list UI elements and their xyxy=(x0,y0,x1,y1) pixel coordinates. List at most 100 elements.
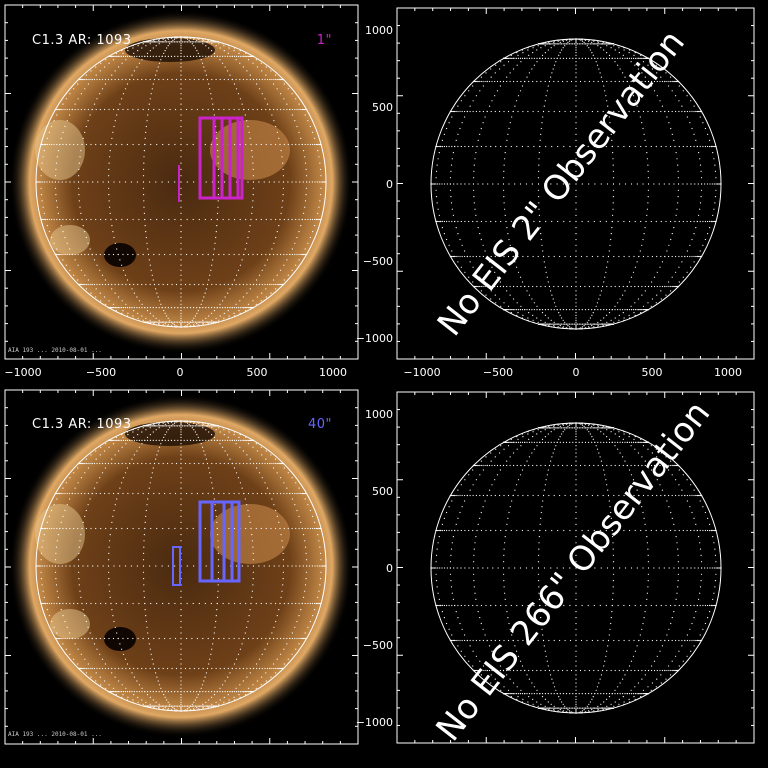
grid-dot xyxy=(464,183,466,185)
grid-dot xyxy=(636,183,638,185)
grid-dot xyxy=(454,110,456,113)
grid-dot xyxy=(227,439,229,441)
grid-dot xyxy=(104,66,106,68)
grid-dot xyxy=(282,181,285,183)
grid-dot xyxy=(105,527,107,530)
grid-dot xyxy=(655,145,657,148)
grid-dot xyxy=(311,181,313,183)
grid-dot xyxy=(116,632,118,634)
grid-dot xyxy=(509,309,511,311)
grid-dot xyxy=(153,637,155,640)
grid-dot xyxy=(528,54,530,57)
grid-dot xyxy=(646,214,648,216)
grid-dot xyxy=(596,323,599,325)
grid-dot xyxy=(166,431,168,433)
grid-dot xyxy=(111,672,113,674)
grid-dot xyxy=(138,602,140,605)
grid-dot xyxy=(223,462,225,465)
grid-dot xyxy=(145,615,147,617)
grid-dot xyxy=(477,139,479,141)
grid-dot xyxy=(528,80,530,83)
grid-dot xyxy=(300,609,302,611)
grid-dot xyxy=(99,462,101,465)
grid-dot xyxy=(584,693,587,695)
grid-dot xyxy=(172,425,174,427)
grid-dot xyxy=(211,667,213,670)
grid-dot xyxy=(668,244,670,246)
grid-dot xyxy=(255,59,257,61)
grid-dot xyxy=(233,55,236,58)
grid-dot xyxy=(57,492,60,495)
grid-dot xyxy=(168,218,170,221)
grid-dot xyxy=(104,283,106,286)
grid-dot xyxy=(494,110,496,113)
grid-dot xyxy=(626,285,628,288)
grid-dot xyxy=(108,187,110,189)
grid-dot xyxy=(115,143,117,146)
grid-dot xyxy=(591,41,593,44)
grid-dot xyxy=(158,307,160,309)
grid-dot xyxy=(96,482,98,484)
grid-dot xyxy=(617,64,619,66)
grid-dot xyxy=(132,602,134,605)
grid-dot xyxy=(158,55,160,58)
grid-dot xyxy=(320,559,322,561)
grid-dot xyxy=(519,309,522,311)
grid-dot xyxy=(266,259,269,261)
grid-dot xyxy=(436,164,438,166)
grid-dot xyxy=(258,181,260,183)
grid-dot xyxy=(81,143,83,146)
grid-dot xyxy=(715,177,717,179)
grid-dot xyxy=(78,187,80,189)
grid-dot xyxy=(90,676,92,678)
grid-dot xyxy=(250,439,252,441)
grid-dot xyxy=(53,218,55,221)
grid-dot xyxy=(114,691,116,693)
grid-dot xyxy=(536,305,538,307)
grid-dot xyxy=(231,55,233,58)
grid-dot xyxy=(252,684,254,686)
grid-dot xyxy=(533,64,536,66)
grid-dot xyxy=(85,78,87,81)
grid-dot xyxy=(561,43,563,45)
grid-dot xyxy=(201,705,204,707)
grid-dot xyxy=(678,110,680,113)
grid-dot xyxy=(453,183,455,185)
grid-dot xyxy=(485,145,487,148)
grid-dot xyxy=(547,693,549,695)
grid-dot xyxy=(108,684,110,686)
grid-dot xyxy=(634,309,637,311)
grid-dot xyxy=(155,181,157,183)
grid-dot xyxy=(614,80,616,83)
x-axis: −1000 −500 0 500 1000 xyxy=(4,366,347,379)
grid-dot xyxy=(178,705,180,707)
grid-dot xyxy=(84,615,86,617)
grid-dot xyxy=(500,145,502,148)
grid-dot xyxy=(608,54,611,57)
grid-dot xyxy=(309,143,311,146)
grid-dot xyxy=(185,425,187,427)
grid-dot xyxy=(202,637,204,640)
grid-dot xyxy=(317,150,319,152)
grid-dot xyxy=(197,436,199,438)
grid-dot xyxy=(116,691,118,693)
grid-dot xyxy=(671,80,673,83)
grid-dot xyxy=(227,667,229,670)
grid-dot xyxy=(283,663,285,665)
grid-dot xyxy=(193,307,195,309)
grid-dot xyxy=(516,57,518,60)
grid-dot xyxy=(101,667,104,670)
grid-dot xyxy=(247,253,250,256)
grid-dot xyxy=(632,57,635,60)
grid-dot xyxy=(112,492,115,495)
grid-dot xyxy=(84,253,86,256)
grid-dot xyxy=(695,110,697,113)
grid-dot xyxy=(153,321,156,323)
grid-dot xyxy=(84,667,86,670)
grid-dot xyxy=(65,482,67,484)
grid-dot xyxy=(260,446,262,448)
grid-dot xyxy=(301,637,303,640)
grid-dot xyxy=(665,220,667,223)
grid-dot xyxy=(547,85,549,87)
grid-dot xyxy=(186,55,188,58)
